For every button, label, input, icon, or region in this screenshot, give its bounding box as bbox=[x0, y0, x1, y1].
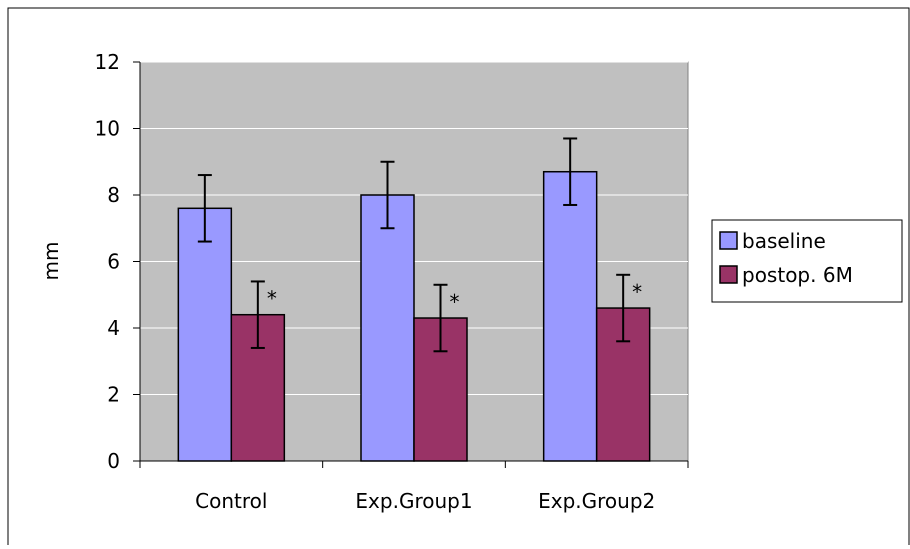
bar bbox=[177, 207, 233, 462]
category-label: Exp.Group1 bbox=[355, 489, 472, 513]
significance-marker: * bbox=[450, 290, 460, 314]
category-label: Control bbox=[195, 489, 267, 513]
y-tick-label: 8 bbox=[107, 183, 120, 207]
significance-marker: * bbox=[632, 280, 642, 304]
legend: baseline postop. 6M bbox=[711, 219, 903, 303]
y-tick-label: 6 bbox=[107, 250, 120, 274]
legend-swatch bbox=[719, 231, 738, 250]
y-tick-label: 0 bbox=[107, 449, 120, 473]
bars: * * * bbox=[177, 137, 651, 462]
legend-box bbox=[711, 219, 903, 303]
significance-marker: * bbox=[267, 286, 277, 310]
bar bbox=[360, 194, 415, 462]
y-tick-label: 4 bbox=[107, 316, 120, 340]
bar bbox=[542, 170, 598, 462]
legend-swatch bbox=[719, 265, 738, 284]
axes: 0 2 4 6 8 10 12 Control Exp.Group1 Exp.Group2 bbox=[95, 50, 689, 513]
y-tick-label: 2 bbox=[107, 383, 120, 407]
y-tick-label: 10 bbox=[95, 117, 120, 141]
y-axis-label: mm bbox=[39, 242, 63, 281]
y-tick-label: 12 bbox=[95, 50, 120, 74]
legend-label: postop. 6M bbox=[742, 263, 853, 287]
category-label: Exp.Group2 bbox=[538, 489, 655, 513]
legend-label: baseline bbox=[742, 229, 826, 253]
